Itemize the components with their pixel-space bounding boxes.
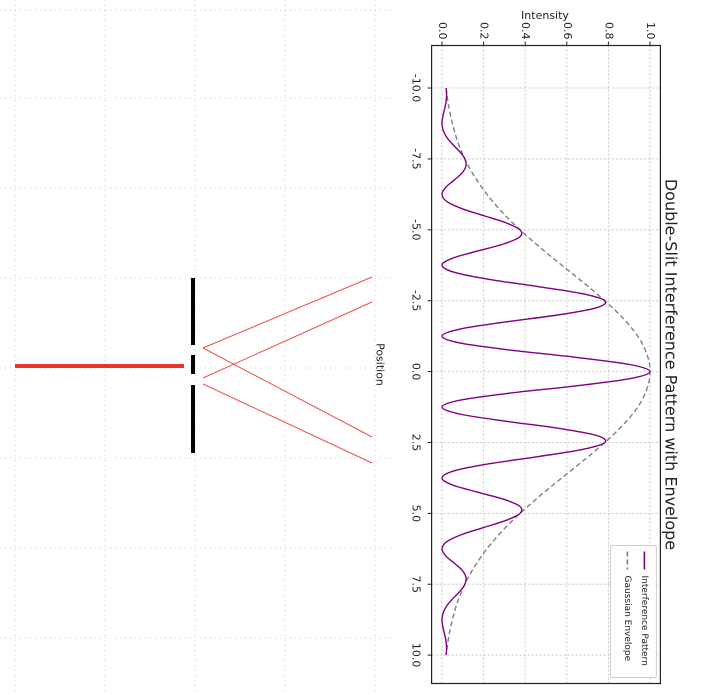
y-tick-label: 0.8 bbox=[602, 22, 615, 40]
y-tick-label: 0.2 bbox=[478, 22, 491, 40]
rays bbox=[202, 276, 373, 464]
x-tick-label: -2.5 bbox=[410, 290, 423, 311]
y-tick-label: 1.0 bbox=[644, 22, 657, 40]
chart: -10.0 -7.5 -5.0 -2.5 0.0 2.5 5.0 7.5 10.0 0.0 0.2 0… bbox=[374, 22, 681, 685]
legend-label: Gaussian Envelope bbox=[622, 576, 632, 662]
x-tick-label: 2.5 bbox=[410, 434, 423, 452]
x-tick-label: -7.5 bbox=[410, 148, 423, 169]
x-tick-label: -10.0 bbox=[410, 74, 423, 102]
y-tick-label: 0.4 bbox=[519, 22, 532, 40]
x-tick-label: 7.5 bbox=[410, 576, 423, 594]
plot-frame bbox=[430, 44, 662, 685]
background-grid bbox=[0, 0, 395, 695]
slit-diagram bbox=[15, 276, 373, 464]
x-tick-label: -5.0 bbox=[410, 219, 423, 240]
chart-title: Double-Slit Interference Pattern with En… bbox=[662, 179, 681, 550]
legend-frame bbox=[609, 545, 657, 678]
y-tick-label: 0.0 bbox=[436, 22, 449, 40]
line-series bbox=[441, 87, 651, 656]
x-tick-label: 0.0 bbox=[410, 363, 423, 381]
x-axis-label: Position bbox=[374, 343, 387, 386]
y-axis-label: Intensity bbox=[521, 9, 569, 22]
x-tick-label: 10.0 bbox=[410, 643, 423, 668]
y-tick-label: 0.6 bbox=[561, 22, 574, 40]
legend-label: Interference Pattern bbox=[639, 576, 649, 666]
x-tick-label: 5.0 bbox=[410, 505, 423, 523]
